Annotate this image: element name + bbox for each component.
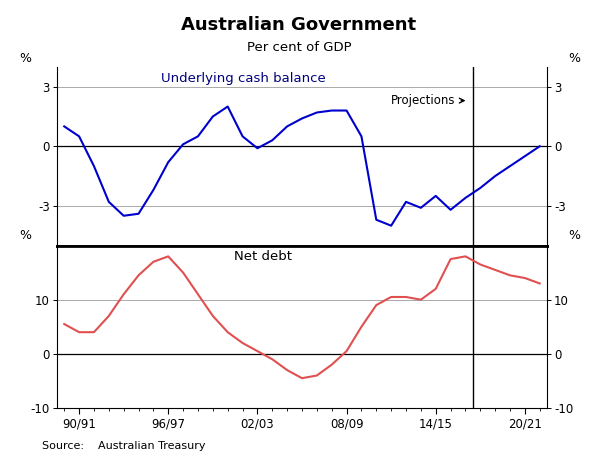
Text: Australian Government: Australian Government <box>181 16 417 34</box>
Text: %: % <box>19 52 31 65</box>
Text: Underlying cash balance: Underlying cash balance <box>161 72 325 85</box>
Text: %: % <box>19 229 31 242</box>
Text: Per cent of GDP: Per cent of GDP <box>247 41 351 53</box>
Text: Projections: Projections <box>391 94 464 107</box>
Text: Source:    Australian Treasury: Source: Australian Treasury <box>42 441 205 451</box>
Text: Net debt: Net debt <box>234 250 292 263</box>
Text: %: % <box>568 52 580 65</box>
Text: %: % <box>568 229 580 242</box>
